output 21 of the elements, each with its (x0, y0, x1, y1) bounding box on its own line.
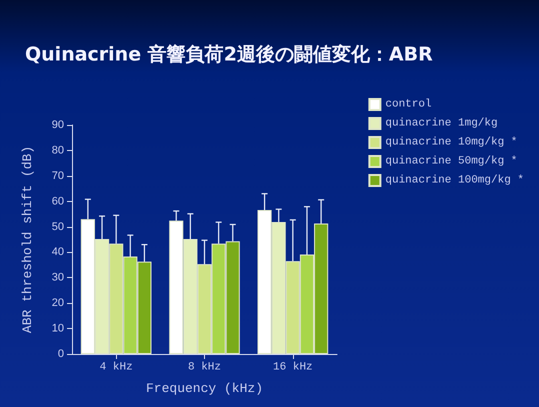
x-tick-label: 4 kHz (100, 362, 133, 374)
y-tick-label: 70 (52, 170, 64, 182)
y-tick-label: 20 (52, 297, 64, 310)
y-tick-label: 0 (58, 348, 64, 360)
legend-label: control (385, 98, 432, 110)
legend-label: quinacrine 10mg/kg * (385, 136, 518, 148)
legend-label: quinacrine 1mg/kg (385, 118, 498, 130)
chart-title: Quinacrine 音響負荷2週後の闘値変化：ABR (25, 44, 434, 66)
y-tick-label: 10 (52, 322, 64, 335)
x-tick-label: 8 kHz (188, 362, 222, 374)
legend-label: quinacrine 50mg/kg * (385, 156, 518, 168)
y-tick-label: 60 (52, 195, 64, 208)
x-axis-title: Frequency (kHz) (146, 381, 264, 396)
y-tick-label: 30 (52, 272, 64, 284)
y-tick-label: 40 (52, 246, 64, 258)
y-tick-label: 90 (52, 119, 64, 131)
legend-label: quinacrine 100mg/kg * (385, 174, 524, 186)
y-tick-label: 50 (52, 220, 64, 233)
y-axis-title: ABR threshold shift (dB) (20, 146, 35, 334)
y-tick-label: 80 (52, 144, 64, 156)
x-tick-label: 16 kHz (273, 362, 313, 374)
